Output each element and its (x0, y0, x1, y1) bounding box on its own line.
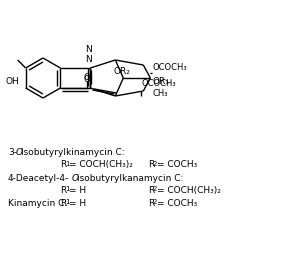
Text: OR₁: OR₁ (152, 78, 169, 87)
Text: 1: 1 (65, 186, 70, 192)
Text: = H: = H (69, 186, 86, 195)
Text: = COCH₃: = COCH₃ (157, 199, 197, 208)
Text: 1: 1 (65, 199, 70, 205)
Text: = COCH(CH₃)₂: = COCH(CH₃)₂ (157, 186, 221, 195)
Text: OR₂: OR₂ (113, 68, 130, 77)
Text: O: O (84, 74, 91, 83)
Text: 1: 1 (65, 161, 70, 167)
Text: R: R (148, 199, 154, 208)
Text: R: R (60, 199, 66, 208)
Text: 3-: 3- (8, 148, 17, 157)
Text: Kinamycin C:: Kinamycin C: (8, 199, 67, 208)
Text: = COCH₃: = COCH₃ (157, 160, 197, 169)
Text: 4-Deacetyl-4-: 4-Deacetyl-4- (8, 174, 69, 183)
Text: N: N (85, 55, 92, 64)
Text: R: R (148, 160, 154, 169)
Text: 2: 2 (153, 161, 157, 167)
Text: OCOCH₃: OCOCH₃ (152, 63, 187, 73)
Text: Isobutyrylkinamycin C:: Isobutyrylkinamycin C: (21, 148, 125, 157)
Text: O: O (72, 174, 79, 183)
Text: R: R (60, 186, 66, 195)
Text: = COCH(CH₃)₂: = COCH(CH₃)₂ (69, 160, 133, 169)
Text: 2: 2 (153, 186, 157, 192)
Text: O: O (16, 148, 23, 157)
Text: isobutyrylkanamycin C:: isobutyrylkanamycin C: (77, 174, 183, 183)
Text: N: N (85, 45, 92, 54)
Text: OCOCH₃: OCOCH₃ (141, 79, 176, 89)
Text: R: R (148, 186, 154, 195)
Text: O: O (84, 73, 91, 82)
Text: CH₃: CH₃ (152, 89, 168, 99)
Text: OH: OH (6, 77, 19, 85)
Text: 2: 2 (153, 199, 157, 205)
Text: R: R (60, 160, 66, 169)
Text: = H: = H (69, 199, 86, 208)
